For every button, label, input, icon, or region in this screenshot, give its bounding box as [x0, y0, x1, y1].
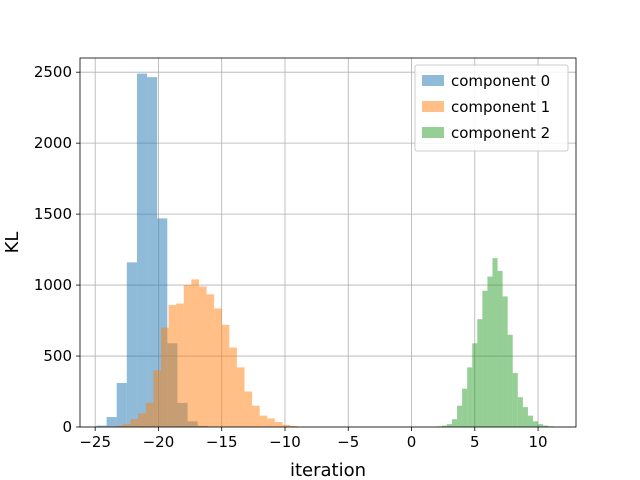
y-tick-label: 1000: [34, 276, 72, 294]
x-tick-label: 0: [407, 433, 417, 451]
y-tick-label: 500: [43, 347, 72, 365]
histogram-bar: [446, 424, 452, 427]
histogram-bars: [96, 73, 554, 428]
legend-swatch: [422, 75, 444, 86]
histogram-bar: [176, 303, 184, 427]
histogram-bar: [206, 294, 215, 427]
histogram-bar: [522, 407, 528, 427]
y-tick-label: 0: [62, 418, 72, 436]
y-axis-ticks: 0 500 1000 1500 2000 2500: [34, 63, 80, 436]
histogram-bar: [183, 285, 192, 427]
histogram-bar: [157, 218, 168, 427]
legend-label: component 2: [451, 124, 550, 142]
histogram-bar: [482, 290, 488, 427]
legend: component 0 component 1 component 2: [414, 64, 569, 152]
legend-swatch: [422, 127, 444, 138]
histogram-bar: [282, 424, 291, 427]
histogram-bar: [160, 327, 169, 427]
legend-frame: [414, 64, 569, 152]
histogram-bar: [259, 415, 268, 427]
x-tick-label: −10: [269, 433, 301, 451]
histogram-bar: [116, 383, 127, 427]
histogram-bar: [274, 422, 283, 427]
histogram-bar: [441, 425, 447, 427]
histogram-bar: [145, 402, 154, 427]
histogram-bar: [290, 426, 298, 427]
x-tick-label: −25: [79, 433, 111, 451]
histogram-bar: [96, 425, 107, 427]
histogram-bar: [477, 319, 483, 427]
histogram-bar: [244, 391, 253, 427]
histogram-bar: [252, 405, 260, 427]
histogram-bar: [168, 304, 177, 427]
legend-label: component 0: [451, 72, 550, 90]
histogram-bar: [532, 421, 539, 427]
histogram-bar: [457, 405, 463, 427]
histogram-bar: [153, 370, 161, 427]
y-tick-label: 2500: [34, 63, 72, 81]
histogram-bar: [538, 424, 544, 427]
histogram-bar: [487, 276, 493, 427]
axes-frame: [79, 57, 577, 428]
x-tick-label: −20: [143, 433, 175, 451]
histogram-bar: [126, 262, 137, 427]
x-axis-label: iteration: [290, 460, 366, 480]
histogram-bar: [229, 347, 237, 427]
histogram-bar: [497, 270, 503, 427]
histogram-bar: [115, 425, 124, 427]
y-tick-label: 1500: [34, 205, 72, 223]
histogram-bar: [467, 367, 473, 427]
histogram-bar: [106, 417, 117, 427]
series-1-bars: [107, 279, 306, 427]
x-tick-label: −5: [337, 433, 359, 451]
histogram-bar: [492, 258, 498, 427]
histogram-bar: [512, 373, 518, 427]
y-axis-label: KL: [2, 232, 23, 254]
histogram-bar: [507, 334, 513, 427]
legend-label: component 1: [451, 98, 550, 116]
histogram-bar: [138, 413, 146, 427]
histogram-bar: [136, 73, 148, 427]
x-tick-label: −15: [206, 433, 238, 451]
histogram-bar: [123, 424, 131, 427]
histogram-bar: [198, 286, 207, 427]
histogram-bar: [462, 388, 468, 427]
histogram-bar: [502, 296, 508, 427]
histogram-bar: [543, 425, 549, 427]
histogram-bar: [191, 279, 199, 427]
y-tick-label: 2000: [34, 134, 72, 152]
x-axis-ticks: −25 −20 −15 −10 −5 0 5 10: [79, 427, 548, 451]
histogram-bar: [452, 419, 458, 427]
histogram-bar: [527, 415, 533, 427]
histogram-bar: [147, 77, 158, 428]
legend-swatch: [422, 101, 444, 112]
x-tick-label: 10: [528, 433, 547, 451]
series-2-bars: [436, 258, 554, 427]
histogram-bar: [236, 367, 245, 427]
histogram-bar: [221, 324, 230, 427]
histogram-bar: [214, 308, 222, 427]
histogram-bar: [267, 418, 275, 427]
histogram-bar: [472, 343, 478, 427]
histogram-bar: [130, 419, 139, 427]
x-tick-label: 5: [470, 433, 480, 451]
histogram-bar: [517, 397, 523, 427]
